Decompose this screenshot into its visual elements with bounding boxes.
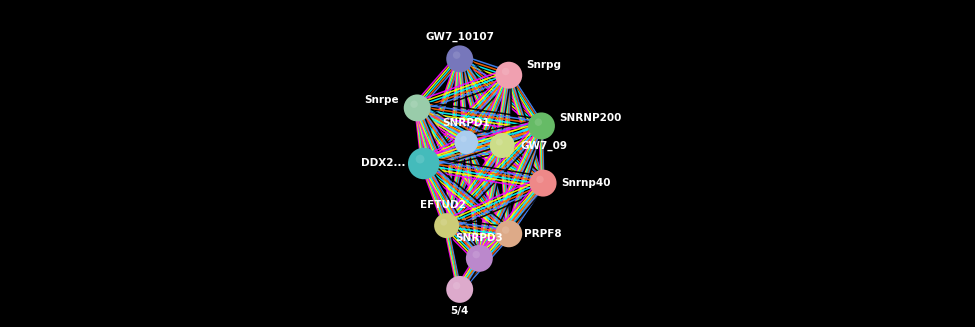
Circle shape — [451, 281, 465, 294]
Text: DDX2...: DDX2... — [362, 159, 406, 168]
Circle shape — [502, 68, 509, 75]
Circle shape — [473, 251, 480, 258]
Text: PRPF8: PRPF8 — [525, 229, 562, 239]
Circle shape — [409, 99, 422, 113]
Text: GW7_09: GW7_09 — [521, 140, 567, 151]
Circle shape — [534, 118, 542, 126]
Circle shape — [458, 135, 471, 146]
Circle shape — [500, 225, 514, 239]
Circle shape — [532, 117, 546, 131]
Circle shape — [405, 95, 430, 120]
Circle shape — [415, 155, 424, 164]
Circle shape — [455, 131, 477, 153]
Circle shape — [451, 50, 465, 64]
Circle shape — [410, 149, 439, 178]
Circle shape — [441, 219, 448, 226]
Circle shape — [536, 176, 544, 183]
Text: SNRNP200: SNRNP200 — [560, 113, 622, 123]
Circle shape — [494, 137, 507, 150]
Circle shape — [448, 46, 472, 71]
Circle shape — [496, 139, 503, 146]
Circle shape — [496, 63, 522, 88]
Circle shape — [471, 250, 485, 263]
Circle shape — [500, 66, 514, 80]
Text: EFTUD2: EFTUD2 — [420, 200, 466, 210]
Circle shape — [502, 226, 509, 234]
Circle shape — [439, 218, 451, 230]
Text: Snrnp40: Snrnp40 — [561, 178, 610, 188]
Circle shape — [452, 282, 460, 289]
Circle shape — [496, 221, 522, 246]
Circle shape — [467, 246, 491, 271]
Text: 5/4: 5/4 — [450, 306, 469, 316]
Text: Snrpe: Snrpe — [365, 95, 399, 105]
Text: SNRPD1: SNRPD1 — [443, 117, 490, 128]
Text: Snrpg: Snrpg — [526, 60, 562, 70]
Text: SNRPD3: SNRPD3 — [455, 233, 503, 243]
Circle shape — [452, 51, 460, 59]
Circle shape — [534, 174, 548, 188]
Circle shape — [460, 136, 467, 142]
Circle shape — [410, 100, 418, 108]
Circle shape — [529, 113, 554, 138]
Circle shape — [448, 277, 472, 302]
Circle shape — [413, 153, 430, 169]
Circle shape — [530, 171, 556, 196]
Circle shape — [435, 214, 458, 237]
Circle shape — [490, 134, 514, 157]
Text: GW7_10107: GW7_10107 — [425, 32, 494, 42]
